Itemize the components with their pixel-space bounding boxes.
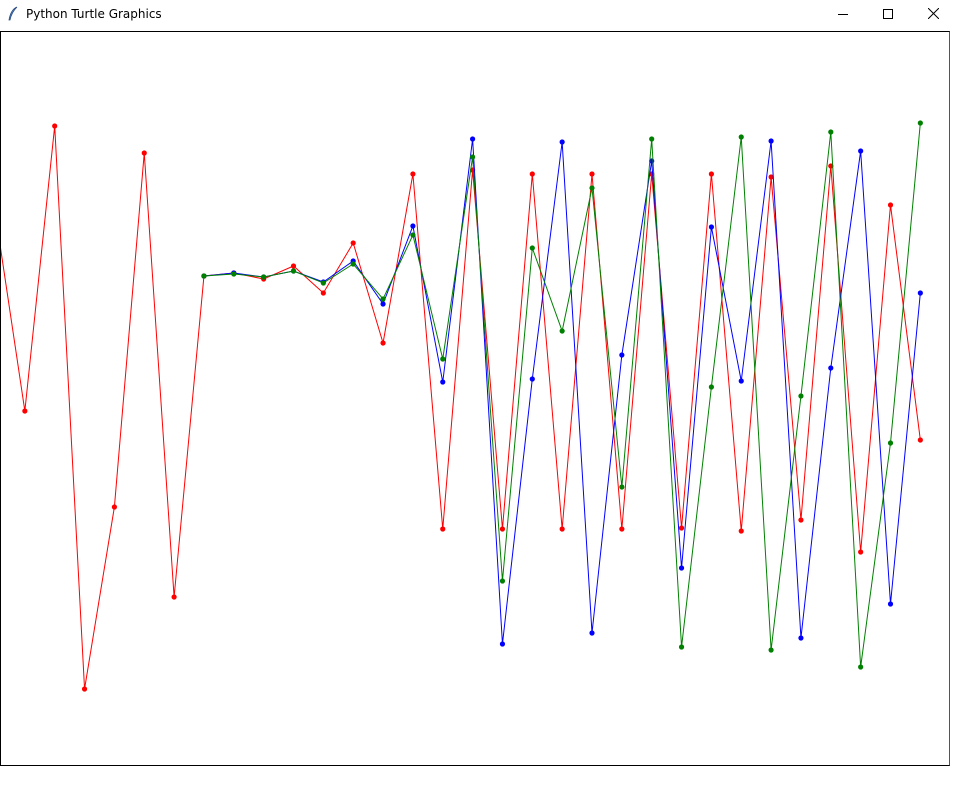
data-point-0-5 [141,150,147,156]
data-point-1-21 [619,352,625,358]
data-point-1-26 [768,138,774,144]
window-title: Python Turtle Graphics [26,7,162,21]
data-point-2-22 [649,136,655,142]
maximize-icon [883,8,893,19]
data-point-0-29 [858,549,864,555]
data-point-2-14 [410,232,416,238]
data-point-2-27 [798,393,804,399]
data-point-0-11 [320,290,326,296]
data-point-0-27 [798,517,804,523]
data-point-0-12 [350,240,356,246]
data-point-2-15 [440,356,446,362]
data-point-2-24 [708,384,715,390]
data-point-0-4 [111,504,117,510]
data-point-0-20 [589,171,595,177]
data-point-1-23 [678,565,685,571]
data-point-2-17 [499,578,506,584]
data-point-2-30 [887,440,894,446]
data-point-0-2 [52,123,58,129]
data-point-2-23 [678,644,685,650]
data-point-2-19 [559,328,565,334]
data-point-1-19 [559,139,565,145]
data-point-0-17 [499,526,506,532]
data-point-2-13 [380,296,386,302]
data-point-1-24 [708,224,715,230]
series-line-1 [203,138,921,645]
close-button[interactable] [910,0,956,27]
data-point-2-31 [917,120,923,126]
feather-icon [8,6,18,21]
data-point-2-9 [261,274,267,280]
data-point-1-27 [798,635,804,641]
close-icon [927,8,939,19]
data-point-1-15 [440,379,446,385]
data-point-2-26 [768,647,774,653]
data-point-0-6 [171,594,177,600]
data-point-2-21 [619,484,625,490]
data-point-1-20 [589,630,595,636]
data-point-0-10 [290,263,297,269]
data-point-2-10 [290,268,297,274]
data-point-2-16 [470,154,476,160]
data-point-2-12 [350,261,356,267]
data-point-2-18 [529,245,535,251]
data-point-0-14 [410,171,416,177]
data-point-0-18 [529,171,535,177]
data-point-1-30 [887,601,894,607]
data-point-1-16 [470,136,476,142]
minimize-button[interactable] [820,0,866,27]
data-point-0-15 [440,526,446,532]
data-point-1-17 [499,641,506,647]
data-point-2-28 [828,129,834,135]
series-line-0 [1,125,921,690]
data-point-0-30 [887,202,894,208]
data-point-0-3 [81,686,88,692]
data-point-2-29 [858,664,864,670]
data-point-1-25 [738,378,744,384]
title-bar: Python Turtle Graphics [0,0,956,31]
data-point-2-11 [320,280,326,286]
data-point-0-19 [559,526,565,532]
data-point-1-28 [828,365,834,371]
data-point-2-8 [231,271,237,277]
data-point-0-25 [738,528,744,534]
data-point-2-25 [738,134,744,140]
data-point-0-26 [768,174,774,180]
data-point-1-13 [380,301,386,307]
data-point-1-14 [410,223,416,229]
minimize-icon [838,13,848,15]
data-point-0-13 [380,340,386,346]
data-point-1-31 [917,290,923,296]
data-point-0-21 [619,526,625,532]
data-point-2-7 [201,273,207,279]
series-line-2 [203,122,921,668]
turtle-canvas[interactable] [0,31,950,766]
data-point-0-1 [22,408,28,414]
data-point-0-24 [708,171,715,177]
data-point-2-20 [589,185,595,191]
data-point-0-28 [828,163,834,169]
data-point-1-29 [858,148,864,154]
data-point-0-31 [917,437,923,443]
data-point-0-23 [678,525,685,531]
maximize-button[interactable] [865,0,911,27]
data-point-1-18 [529,376,535,382]
